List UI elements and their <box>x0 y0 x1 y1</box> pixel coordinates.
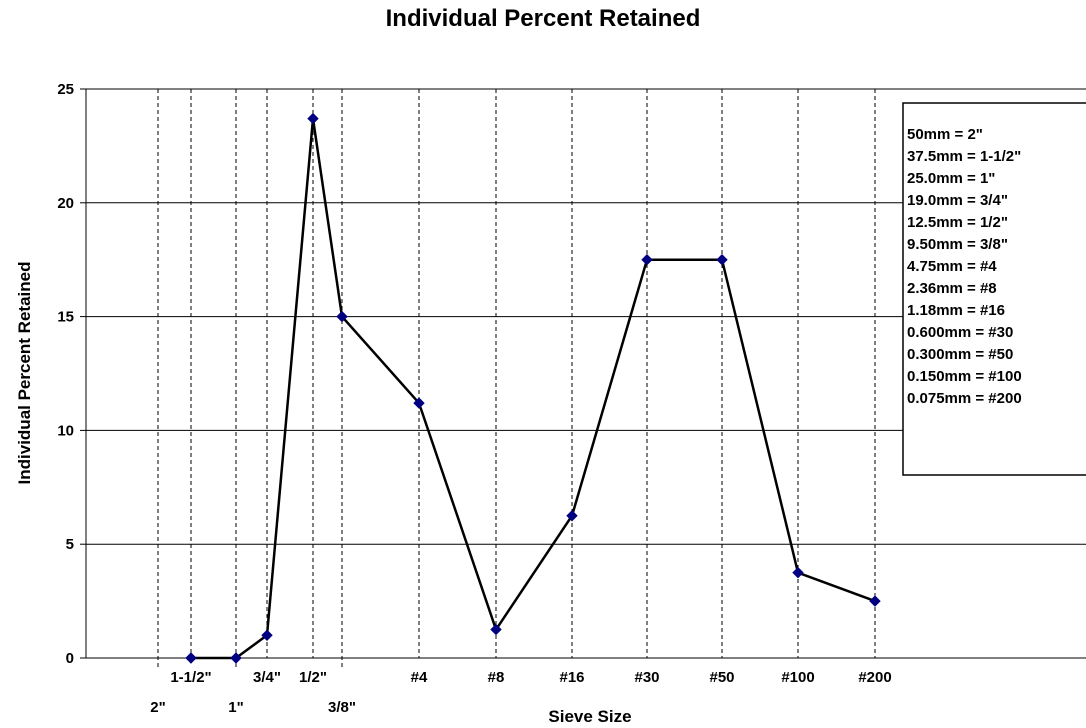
chart-title: Individual Percent Retained <box>386 5 701 32</box>
y-tick-label: 5 <box>66 536 74 553</box>
legend-entry: 4.75mm = #4 <box>907 258 997 275</box>
legend-entry: 0.150mm = #100 <box>907 368 1022 385</box>
legend-entry: 9.50mm = 3/8" <box>907 236 1008 253</box>
series-line <box>191 118 876 660</box>
legend-entry: 0.600mm = #30 <box>907 324 1013 341</box>
data-point <box>566 510 578 522</box>
x-tick-label: #200 <box>858 669 891 686</box>
legend-entry: 37.5mm = 1-1/2" <box>907 148 1021 165</box>
legend: 50mm = 2" 37.5mm = 1-1/2" 25.0mm = 1" 19.0m… <box>902 102 1086 476</box>
data-point <box>185 652 197 664</box>
legend-entry: 2.36mm = #8 <box>907 280 997 297</box>
legend-entry: 12.5mm = 1/2" <box>907 214 1008 231</box>
legend-entry: 0.075mm = #200 <box>907 390 1022 407</box>
x-tick-label: #16 <box>559 669 584 686</box>
y-tick-label: 10 <box>57 422 74 439</box>
data-point <box>641 253 653 266</box>
x-tick-label: 1-1/2" <box>170 669 211 686</box>
data-point <box>336 310 348 323</box>
x-tick-label: 1/2" <box>299 669 327 686</box>
y-tick-label: 0 <box>66 650 74 667</box>
x-tick-label: #100 <box>781 669 814 686</box>
legend-box <box>902 102 1086 476</box>
x-tick-label: #50 <box>709 669 734 686</box>
data-point <box>413 397 425 409</box>
y-tick-label: 25 <box>57 81 74 98</box>
data-point <box>716 253 728 266</box>
legend-entry: 19.0mm = 3/4" <box>907 192 1008 209</box>
data-point <box>261 629 273 641</box>
y-tick-label: 15 <box>57 309 74 326</box>
x-axis-title: Sieve Size <box>548 707 631 726</box>
legend-entry: 1.18mm = #16 <box>907 302 1005 319</box>
x-tick-label: 3/4" <box>253 669 281 686</box>
legend-entry: 25.0mm = 1" <box>907 170 995 187</box>
legend-entry: 50mm = 2" <box>907 126 983 143</box>
data-point <box>792 566 804 579</box>
x-tick-label: 3/8" <box>328 699 356 716</box>
y-axis-title: Individual Percent Retained <box>15 262 34 485</box>
data-point <box>230 652 242 664</box>
data-point <box>307 112 319 125</box>
x-tick-label: #4 <box>411 669 428 686</box>
y-tick-label: 20 <box>57 195 74 212</box>
data-point <box>869 595 881 607</box>
x-tick-label: 2" <box>150 699 165 716</box>
x-tick-label: 1" <box>228 699 243 716</box>
x-tick-label: #8 <box>488 669 505 686</box>
x-tick-label: #30 <box>634 669 659 686</box>
plot-area: 0 5 10 15 20 25 2" 1-1/2" 1" 3/4" 1/2"3/8" #4 #8 #16 #… <box>57 81 1086 716</box>
legend-entry: 0.300mm = #50 <box>907 346 1013 363</box>
data-point <box>490 623 502 636</box>
